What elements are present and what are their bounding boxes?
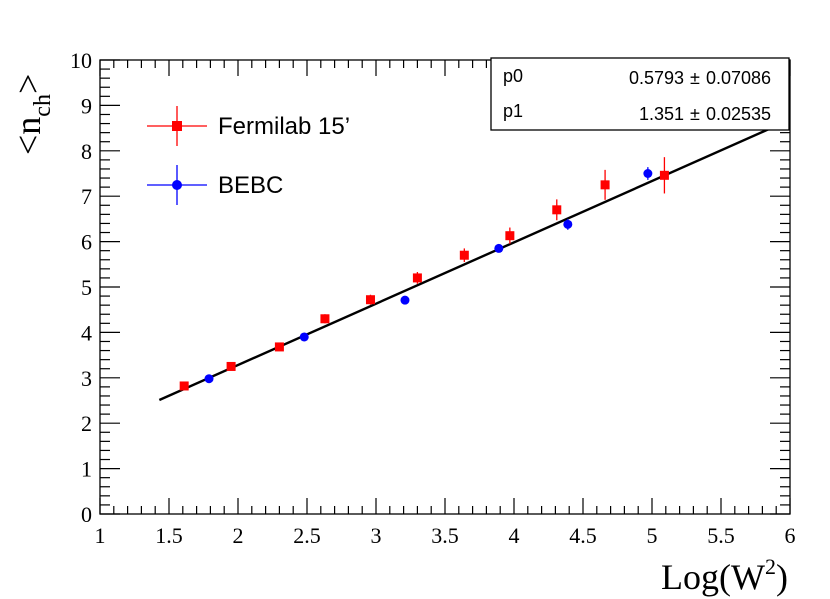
x-tick-label: 1 (95, 523, 106, 548)
legend-entry-bebc: BEBC (147, 165, 283, 205)
fermilab-marker (274, 342, 284, 352)
x-tick-label: 2.5 (293, 523, 321, 548)
legend-bebc-marker (172, 180, 182, 190)
data-points (179, 157, 669, 391)
fermilab-marker (179, 381, 189, 391)
y-tick-label: 8 (81, 139, 92, 164)
bebc-data-point (204, 374, 214, 384)
fermilab-data-point (505, 227, 515, 244)
stats-box-frame (490, 57, 790, 131)
fit-line (158, 127, 772, 402)
y-axis-title-close: > (8, 74, 48, 94)
y-tick-label: 0 (81, 502, 92, 527)
fermilab-data-point (320, 314, 330, 324)
bebc-marker (643, 169, 653, 178)
bebc-marker (563, 219, 573, 229)
x-tick-label: 2 (233, 523, 244, 548)
fermilab-data-point (274, 342, 284, 352)
fermilab-marker (552, 205, 562, 215)
y-tick-label: 4 (81, 320, 92, 345)
bebc-data-point (494, 243, 504, 253)
bebc-marker (299, 332, 309, 342)
fermilab-data-point (365, 294, 375, 305)
y-tick-label: 5 (81, 275, 92, 300)
fermilab-data-point (600, 169, 610, 200)
x-tick-label: 3 (371, 523, 382, 548)
fermilab-marker (600, 180, 610, 190)
x-axis-title: Log(W2) (661, 554, 788, 597)
y-tick-label: 2 (81, 411, 92, 436)
y-tick-label: 7 (81, 184, 92, 209)
bebc-data-point (643, 167, 653, 180)
fermilab-marker (459, 250, 469, 260)
axis-ticks (99, 59, 791, 515)
x-tick-label: 3.5 (431, 523, 459, 548)
legend-entry-fermilab: Fermilab 15’ (147, 106, 350, 146)
fermilab-data-point (659, 157, 669, 194)
y-tick-label: 6 (81, 230, 92, 255)
fermilab-marker (412, 273, 422, 283)
fermilab-data-point (459, 248, 469, 263)
fermilab-marker (226, 361, 236, 371)
y-tick-label: 9 (81, 93, 92, 118)
x-tick-label: 6 (785, 523, 796, 548)
legend: Fermilab 15’ BEBC (147, 106, 350, 205)
stats-p0-value: 0.5793 (629, 68, 684, 88)
stats-p1-name: p1 (503, 101, 523, 121)
y-axis-title-sub: ch (30, 94, 56, 117)
fermilab-data-point (179, 381, 189, 391)
bebc-marker (400, 295, 410, 305)
stats-p1-pm: ± (690, 104, 700, 124)
x-tick-label: 1.5 (155, 523, 183, 548)
bebc-data-point (563, 218, 573, 230)
bebc-data-point (400, 295, 410, 305)
fermilab-data-point (552, 199, 562, 221)
x-tick-label: 5.5 (707, 523, 735, 548)
stats-p0-pm: ± (690, 68, 700, 88)
x-tick-label: 5 (647, 523, 658, 548)
x-axis-title-close: ) (776, 557, 788, 597)
fit-stats-box: p0 0.5793 ± 0.07086 p1 1.351 ± 0.02535 (490, 57, 790, 131)
stats-p1-error: 0.02535 (706, 104, 771, 124)
fermilab-marker (505, 231, 515, 241)
bebc-marker (204, 374, 214, 384)
y-tick-label: 10 (70, 48, 92, 73)
stats-p0-error: 0.07086 (706, 68, 771, 88)
bebc-marker (494, 243, 504, 253)
legend-fermilab-label: Fermilab 15’ (218, 113, 350, 140)
fermilab-data-point (412, 272, 422, 284)
x-tick-label: 4 (509, 523, 520, 548)
fermilab-marker (320, 314, 330, 324)
legend-bebc-label: BEBC (218, 172, 283, 199)
x-axis-title-sup: 2 (765, 554, 776, 579)
stats-p1-value: 1.351 (639, 104, 684, 124)
x-tick-label: 4.5 (569, 523, 597, 548)
legend-fermilab-marker (172, 121, 182, 131)
fermilab-marker (365, 295, 375, 305)
fermilab-marker (659, 170, 669, 180)
y-tick-label: 3 (81, 366, 92, 391)
y-tick-label: 1 (81, 457, 92, 482)
fermilab-data-point (226, 361, 236, 371)
bebc-data-point (299, 332, 309, 342)
y-axis-title: <nch> (8, 74, 56, 155)
x-axis-title-base: Log(W (661, 557, 765, 597)
stats-p0-name: p0 (503, 66, 523, 86)
y-axis-title-base: <n (8, 117, 48, 155)
